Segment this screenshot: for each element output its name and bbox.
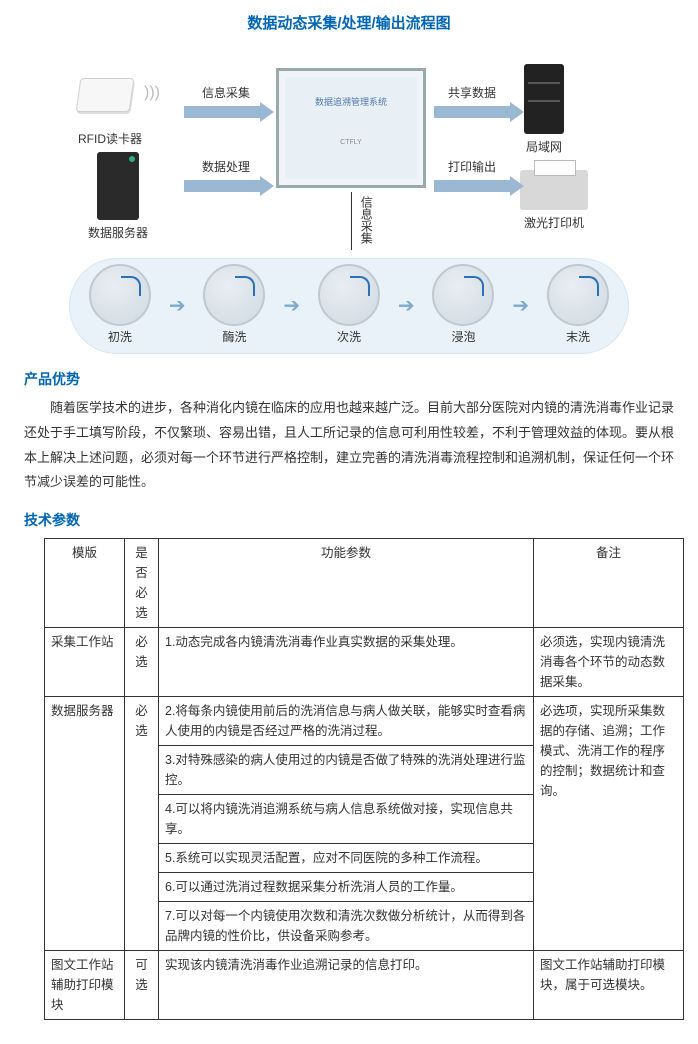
cell-module: 数据服务器	[45, 696, 125, 950]
wash-step: 浸泡	[432, 264, 494, 347]
wash-step-icon	[89, 264, 151, 326]
cell-feature: 2.将每条内镜使用前后的洗消信息与病人做关联，能够实时查看病人使用的内镜是否经过…	[159, 696, 534, 745]
wash-step-icon	[547, 264, 609, 326]
node-printer: 激光打印机	[520, 170, 588, 233]
wash-step-label: 浸泡	[432, 328, 494, 347]
server-label: 数据服务器	[88, 224, 148, 243]
cell-feature: 6.可以通过洗消过程数据采集分析洗消人员的工作量。	[159, 872, 534, 901]
wash-step-icon	[203, 264, 265, 326]
table-row: 采集工作站必选1.动态完成各内镜清洗消毒作业真实数据的采集处理。必须选，实现内镜…	[45, 627, 684, 696]
wash-step-icon	[318, 264, 380, 326]
advantage-heading: 产品优势	[24, 368, 674, 390]
printer-label: 激光打印机	[520, 214, 588, 233]
arrow-rfid-monitor	[184, 102, 274, 122]
arrow-strip-label: 信息采集	[356, 196, 375, 244]
monitor-app-title: 数据追溯管理系统	[315, 95, 387, 109]
wash-step-icon	[432, 264, 494, 326]
arrow-server-monitor	[184, 176, 274, 196]
step-arrow-icon: ➔	[169, 290, 186, 322]
step-arrow-icon: ➔	[283, 290, 300, 322]
wash-step: 次洗	[318, 264, 380, 347]
wash-step: 酶洗	[203, 264, 265, 347]
diagram-title: 数据动态采集/处理/输出流程图	[24, 12, 674, 36]
arrow-server-label: 数据处理	[202, 158, 250, 177]
wash-steps-strip: 初洗 ➔ 酶洗 ➔ 次洗 ➔ 浸泡 ➔ 末洗	[69, 258, 629, 354]
arrow-lan-label: 共享数据	[448, 84, 496, 103]
cell-required: 必选	[125, 696, 159, 950]
advantage-paragraph: 随着医学技术的进步，各种消化内镜在临床的应用也越来越广泛。目前大部分医院对内镜的…	[24, 396, 674, 495]
arrow-monitor-printer	[434, 176, 524, 196]
cell-module: 采集工作站	[45, 627, 125, 696]
lan-label: 局域网	[524, 138, 564, 157]
cell-module: 图文工作站辅助打印模块	[45, 950, 125, 1019]
cell-remark: 图文工作站辅助打印模块，属于可选模块。	[534, 950, 684, 1019]
spec-col-required: 是否必选	[125, 538, 159, 627]
wash-step: 初洗	[89, 264, 151, 347]
cell-feature: 4.可以将内镜洗消追溯系统与病人信息系统做对接，实现信息共享。	[159, 794, 534, 843]
wash-step-label: 末洗	[547, 328, 609, 347]
wash-step-label: 初洗	[89, 328, 151, 347]
arrow-rfid-label: 信息采集	[202, 84, 250, 103]
arrow-monitor-strip	[351, 192, 352, 250]
cell-feature: 1.动态完成各内镜清洗消毒作业真实数据的采集处理。	[159, 627, 534, 696]
spec-heading: 技术参数	[24, 509, 674, 531]
spec-col-module: 模版	[45, 538, 125, 627]
cell-required: 可选	[125, 950, 159, 1019]
cell-required: 必选	[125, 627, 159, 696]
rfid-label: RFID读卡器	[78, 130, 142, 149]
step-arrow-icon: ➔	[398, 290, 415, 322]
cell-feature: 实现该内镜清洗消毒作业追溯记录的信息打印。	[159, 950, 534, 1019]
cell-feature: 7.可以对每一个内镜使用次数和清洗次数做分析统计，从而得到各品牌内镜的性价比，供…	[159, 901, 534, 950]
spec-col-feature: 功能参数	[159, 538, 534, 627]
arrow-printer-label: 打印输出	[448, 158, 496, 177]
arrow-monitor-lan	[434, 102, 524, 122]
step-arrow-icon: ➔	[512, 290, 529, 322]
flow-diagram: ))) RFID读卡器 数据服务器 数据追溯管理系统 CTFLY 局域网 激光	[24, 44, 674, 354]
table-row: 图文工作站辅助打印模块可选实现该内镜清洗消毒作业追溯记录的信息打印。图文工作站辅…	[45, 950, 684, 1019]
wash-step: 末洗	[547, 264, 609, 347]
monitor-footer: CTFLY	[340, 137, 362, 148]
table-row: 数据服务器必选2.将每条内镜使用前后的洗消信息与病人做关联，能够实时查看病人使用…	[45, 696, 684, 745]
node-monitor: 数据追溯管理系统 CTFLY	[276, 68, 426, 188]
spec-table: 模版 是否必选 功能参数 备注 采集工作站必选1.动态完成各内镜清洗消毒作业真实…	[44, 538, 684, 1020]
node-server: 数据服务器	[88, 152, 148, 243]
cell-remark: 必选项，实现所采集数据的存储、追溯；工作模式、洗消工作的程序的控制；数据统计和查…	[534, 696, 684, 950]
node-lan: 局域网	[524, 64, 564, 157]
node-rfid: ))) RFID读卡器	[78, 78, 142, 149]
cell-feature: 5.系统可以实现灵活配置，应对不同医院的多种工作流程。	[159, 843, 534, 872]
cell-feature: 3.对特殊感染的病人使用过的内镜是否做了特殊的洗消处理进行监控。	[159, 745, 534, 794]
wash-step-label: 次洗	[318, 328, 380, 347]
wash-step-label: 酶洗	[203, 328, 265, 347]
cell-remark: 必须选，实现内镜清洗消毒各个环节的动态数据采集。	[534, 627, 684, 696]
spec-col-remark: 备注	[534, 538, 684, 627]
